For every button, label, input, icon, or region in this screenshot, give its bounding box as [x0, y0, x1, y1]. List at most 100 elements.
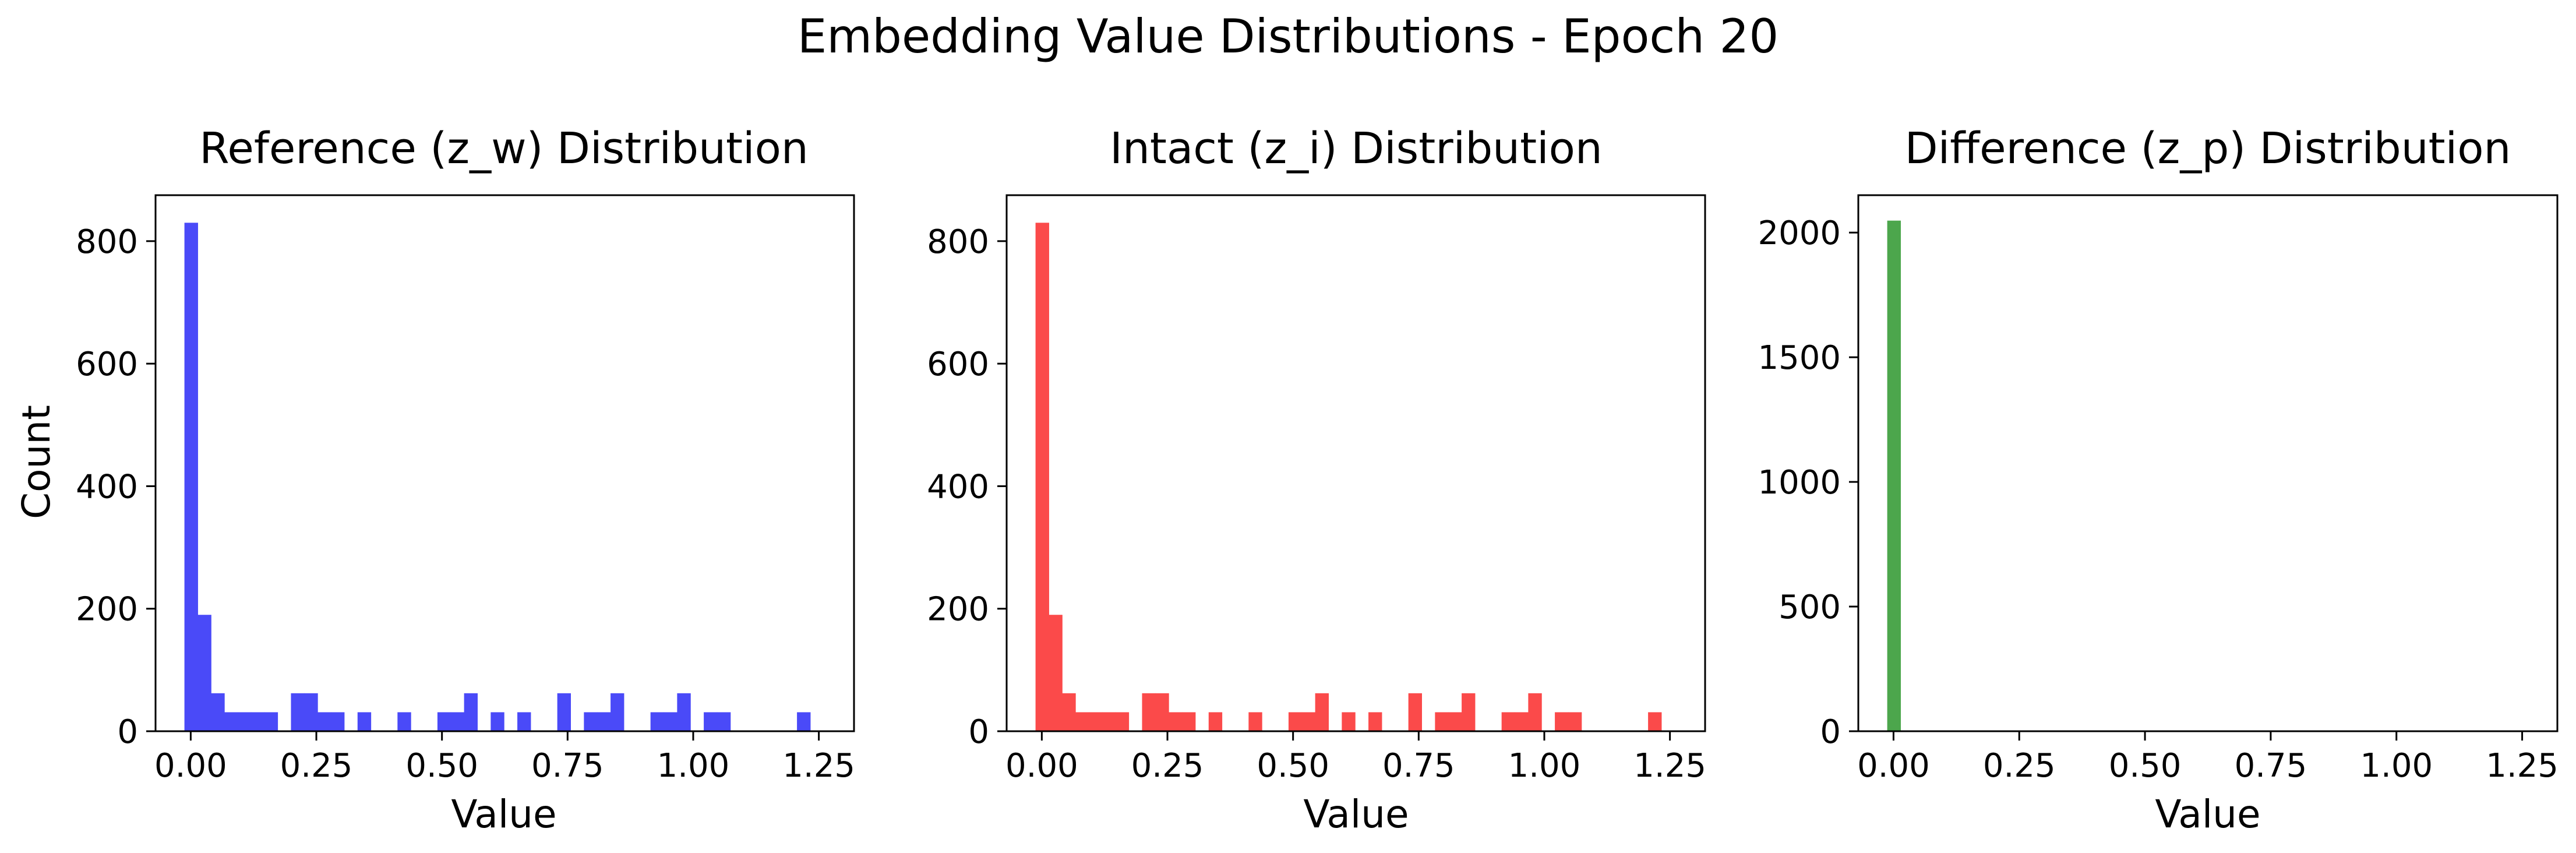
histogram-bar — [1462, 693, 1476, 731]
histogram-bar — [1301, 712, 1316, 731]
histogram-bars — [184, 223, 811, 731]
histogram-bar — [1435, 712, 1449, 731]
histogram-bar — [250, 712, 265, 731]
x-tick-label: 0.75 — [2235, 747, 2307, 785]
x-tick-label: 0.00 — [1857, 747, 1930, 785]
histogram-bar — [1648, 712, 1662, 731]
figure-title: Embedding Value Distributions - Epoch 20 — [797, 9, 1779, 64]
y-tick-label: 800 — [76, 223, 138, 261]
y-tick-label: 0 — [1820, 713, 1841, 751]
y-tick-label: 600 — [76, 346, 138, 383]
histogram-bar — [677, 693, 691, 731]
histogram-bar — [1248, 712, 1262, 731]
y-tick-label: 200 — [927, 591, 989, 629]
x-tick-label: 1.25 — [782, 747, 855, 785]
histogram-bar — [1208, 712, 1223, 731]
histogram-bar — [664, 712, 677, 731]
y-tick-label: 800 — [927, 223, 989, 261]
axes-frame — [154, 194, 855, 732]
histogram-bar — [797, 712, 811, 731]
histogram-bar — [1182, 712, 1196, 731]
x-axis-ticks: 0.00 0.25 0.50 0.75 1.00 1.25 — [1005, 731, 1706, 785]
histogram-bar — [1528, 693, 1542, 731]
y-tick-label: 400 — [76, 468, 138, 506]
x-tick-label: 0.75 — [531, 747, 604, 785]
x-tick-label: 0.50 — [405, 747, 478, 785]
histogram-bar — [317, 712, 331, 731]
histogram-bar — [357, 712, 372, 731]
y-tick-label: 0 — [968, 713, 989, 751]
histogram-bar — [291, 693, 305, 731]
histogram-bar — [611, 693, 624, 731]
histogram-bar — [211, 693, 225, 731]
y-axis-label: Count — [14, 405, 59, 519]
histogram-bar — [597, 712, 611, 731]
x-tick-label: 1.25 — [1633, 747, 1706, 785]
x-tick-label: 0.25 — [280, 747, 353, 785]
histogram-bar — [1887, 220, 1901, 732]
y-tick-label: 1000 — [1758, 464, 1841, 502]
histogram-bar — [1115, 712, 1130, 731]
x-tick-label: 0.50 — [2109, 747, 2182, 785]
x-tick-label: 0.00 — [154, 747, 227, 785]
y-axis-ticks: 0 200 400 600 800 — [927, 223, 1007, 751]
histogram-bar — [437, 712, 451, 731]
histogram-bar — [1568, 712, 1582, 731]
chart-title: Intact (z_i) Distribution — [1110, 124, 1603, 174]
x-axis-label: Value — [451, 792, 556, 837]
histogram-bar — [397, 712, 411, 731]
histogram-bar — [1315, 693, 1329, 731]
y-tick-label: 400 — [927, 468, 989, 506]
histogram-bar — [1368, 712, 1382, 731]
histogram-bar — [704, 712, 718, 731]
histogram-bar — [1155, 693, 1169, 731]
histogram-bar — [491, 712, 504, 731]
x-axis-ticks: 0.00 0.25 0.50 0.75 1.00 1.25 — [1857, 731, 2559, 785]
histogram-bar — [1501, 712, 1516, 731]
histogram-bar — [557, 693, 571, 731]
x-tick-label: 1.00 — [657, 747, 730, 785]
histogram-bar — [197, 615, 211, 731]
histogram-bar — [264, 712, 278, 731]
y-tick-label: 200 — [76, 591, 138, 629]
y-tick-label: 1500 — [1758, 339, 1841, 377]
x-tick-label: 1.00 — [1508, 747, 1581, 785]
histogram-bar — [1075, 712, 1089, 731]
chart-title: Reference (z_w) Distribution — [199, 124, 809, 174]
x-tick-label: 1.00 — [2360, 747, 2433, 785]
x-tick-label: 0.75 — [1382, 747, 1455, 785]
histogram-bar — [1408, 693, 1422, 731]
y-axis-ticks: 0 500 1000 1500 2000 — [1758, 214, 1858, 751]
x-tick-label: 1.25 — [2486, 747, 2559, 785]
histogram-bar — [1288, 712, 1303, 731]
y-tick-label: 500 — [1779, 588, 1841, 626]
x-tick-label: 0.50 — [1257, 747, 1329, 785]
x-axis-label: Value — [2155, 792, 2260, 837]
histogram-bar — [717, 712, 731, 731]
histogram-bars — [1887, 220, 1901, 732]
x-axis-ticks: 0.00 0.25 0.50 0.75 1.00 1.25 — [154, 731, 855, 785]
y-axis-ticks: 0 200 400 600 800 — [76, 223, 156, 751]
histogram-bar — [1062, 693, 1076, 731]
x-tick-label: 0.00 — [1005, 747, 1078, 785]
histogram-bar — [1169, 712, 1183, 731]
chart-title: Difference (z_p) Distribution — [1905, 124, 2511, 174]
histogram-bar — [184, 223, 198, 731]
histogram-bar — [450, 712, 465, 731]
histogram-bars — [1035, 223, 1662, 731]
histogram-bar — [650, 712, 665, 731]
intact-distribution-chart: Intact (z_i) Distribution 0.00 0.25 0.50 0.… — [927, 124, 1706, 837]
histogram-bar — [1142, 693, 1156, 731]
histogram-bar — [331, 712, 345, 731]
histogram-bar — [224, 712, 238, 731]
histogram-bar — [1049, 615, 1063, 731]
histogram-bar — [584, 712, 598, 731]
histogram-bar — [1102, 712, 1116, 731]
histogram-bar — [517, 712, 531, 731]
difference-distribution-chart: Difference (z_p) Distribution 0.00 0.25 0.… — [1758, 124, 2558, 837]
histogram-bar — [1448, 712, 1462, 731]
y-tick-label: 2000 — [1758, 214, 1841, 252]
histogram-bar — [304, 693, 318, 731]
y-tick-label: 0 — [117, 713, 138, 751]
